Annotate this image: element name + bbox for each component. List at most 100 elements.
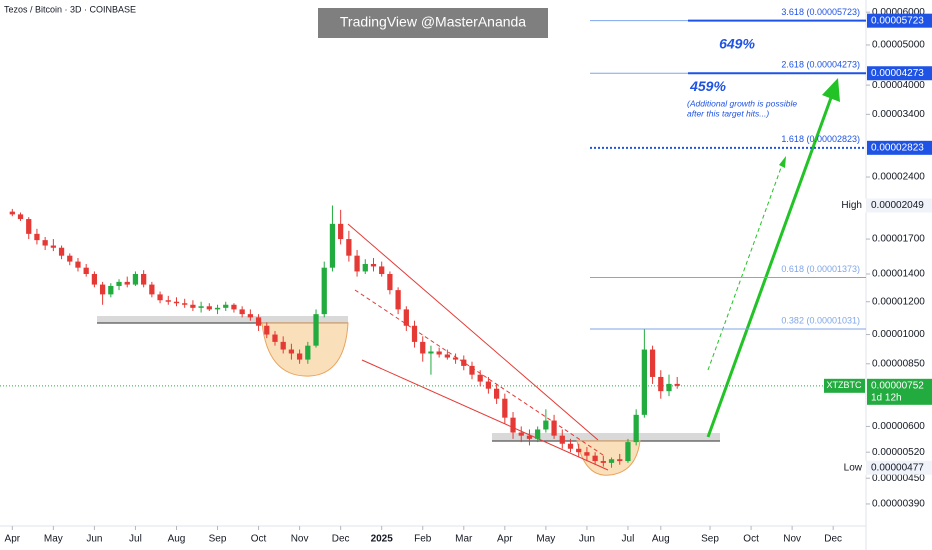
current-tag bbox=[824, 378, 865, 393]
x-tick-label: Dec bbox=[332, 534, 350, 545]
x-tick-label: Jun bbox=[86, 534, 102, 545]
candle-body bbox=[288, 349, 295, 354]
candle-body bbox=[658, 376, 664, 392]
price-box bbox=[867, 140, 932, 155]
candle-body bbox=[469, 365, 475, 375]
y-tick-label: 0.00006000 bbox=[872, 7, 925, 18]
x-tick-label: Aug bbox=[168, 534, 186, 545]
candle-body bbox=[436, 351, 442, 355]
candle-body bbox=[34, 233, 40, 241]
x-tick-label: Mar bbox=[455, 534, 473, 545]
candle-body bbox=[26, 219, 32, 234]
x-tick-label: May bbox=[536, 534, 555, 545]
candle-body bbox=[411, 325, 418, 342]
candle-body bbox=[272, 334, 278, 342]
y-tick-label: 0.00001400 bbox=[872, 269, 925, 280]
price-box-label: 0.00004273 bbox=[871, 68, 924, 79]
candle-body bbox=[124, 281, 130, 285]
candle-body bbox=[198, 306, 204, 308]
candle-body bbox=[592, 455, 598, 462]
candle-body bbox=[633, 414, 639, 443]
y-tick-label: 0.00003400 bbox=[872, 109, 925, 120]
candle-body bbox=[223, 304, 229, 308]
channel-midline bbox=[354, 289, 604, 456]
x-tick-label: Nov bbox=[783, 534, 801, 545]
y-tick-label: 0.00000600 bbox=[872, 421, 925, 432]
candle-body bbox=[75, 261, 81, 268]
candle-body bbox=[641, 349, 647, 415]
candle-body bbox=[502, 398, 508, 418]
candle-body bbox=[551, 420, 557, 436]
candle-body bbox=[346, 239, 352, 256]
candle-body bbox=[17, 214, 24, 220]
fib-label: 1.618 (0.00002823) bbox=[781, 134, 860, 144]
x-tick-label: Apr bbox=[497, 534, 513, 545]
y-tick-label: 0.00000390 bbox=[872, 499, 925, 510]
dashed-arrow bbox=[707, 164, 783, 371]
candle-body bbox=[58, 247, 65, 256]
y-tick-label: 0.00002400 bbox=[872, 172, 925, 183]
x-tick-label: Sep bbox=[701, 534, 719, 545]
candle-body bbox=[354, 255, 360, 272]
current-symbol: XTZBTC bbox=[827, 380, 862, 390]
cup-shape bbox=[261, 322, 349, 377]
price-box bbox=[867, 13, 932, 28]
candle-body bbox=[518, 432, 524, 436]
watermark: TradingView @MasterAnanda bbox=[340, 14, 526, 30]
candle-body bbox=[461, 359, 467, 366]
gain-label: 459% bbox=[689, 78, 726, 94]
candle-body bbox=[99, 284, 106, 295]
candle-body bbox=[649, 349, 656, 377]
candle-body bbox=[535, 429, 541, 439]
y-tick-label: 0.00004000 bbox=[872, 80, 925, 91]
marker-price: 0.00000477 bbox=[871, 462, 924, 473]
arrow-head bbox=[779, 156, 786, 168]
candle-body bbox=[173, 301, 180, 304]
support-zone bbox=[97, 316, 348, 323]
candle-body bbox=[264, 325, 270, 335]
candle-body bbox=[379, 266, 385, 274]
candle-body bbox=[600, 461, 606, 463]
gain-note: after this target hits...) bbox=[687, 108, 769, 118]
current-price: 0.00000752 bbox=[871, 380, 924, 391]
candle-body bbox=[576, 448, 582, 453]
arrow-line bbox=[706, 94, 834, 438]
candle-body bbox=[132, 273, 139, 285]
candle-body bbox=[395, 290, 401, 310]
candle-body bbox=[567, 443, 574, 449]
candle-body bbox=[321, 267, 327, 315]
x-tick-label: Dec bbox=[824, 534, 842, 545]
candle-body bbox=[608, 459, 615, 463]
y-tick-label: 0.00001700 bbox=[872, 234, 925, 245]
current-box bbox=[867, 378, 932, 405]
candle-body bbox=[477, 374, 483, 382]
y-tick-label: 0.00000450 bbox=[872, 473, 925, 484]
fib-label: 3.618 (0.00005723) bbox=[781, 7, 860, 17]
x-tick-label: Aug bbox=[652, 534, 670, 545]
candle-body bbox=[428, 351, 434, 354]
candle-body bbox=[116, 281, 122, 286]
candle-body bbox=[403, 309, 409, 326]
marker-box bbox=[867, 198, 932, 213]
marker-tag bbox=[838, 198, 866, 213]
channel-line bbox=[361, 359, 609, 471]
candle-body bbox=[559, 435, 565, 444]
gain-label: 649% bbox=[719, 36, 755, 52]
candle-body bbox=[108, 285, 114, 295]
marker-box bbox=[867, 460, 932, 475]
arrow-head bbox=[822, 78, 840, 102]
price-box-label: 0.00002823 bbox=[871, 142, 924, 153]
fib-label: 0.618 (0.00001373) bbox=[781, 264, 860, 274]
candle-body bbox=[149, 284, 155, 295]
x-tick-label: Oct bbox=[251, 534, 267, 545]
marker-label: High bbox=[841, 200, 862, 211]
price-box bbox=[867, 66, 932, 81]
candle-body bbox=[296, 353, 303, 360]
candle-body bbox=[42, 240, 48, 246]
x-tick-label: Jul bbox=[129, 534, 142, 545]
candle-body bbox=[239, 309, 245, 315]
x-tick-label: May bbox=[44, 534, 63, 545]
watermark-box bbox=[318, 8, 548, 38]
candle-body bbox=[165, 300, 171, 302]
